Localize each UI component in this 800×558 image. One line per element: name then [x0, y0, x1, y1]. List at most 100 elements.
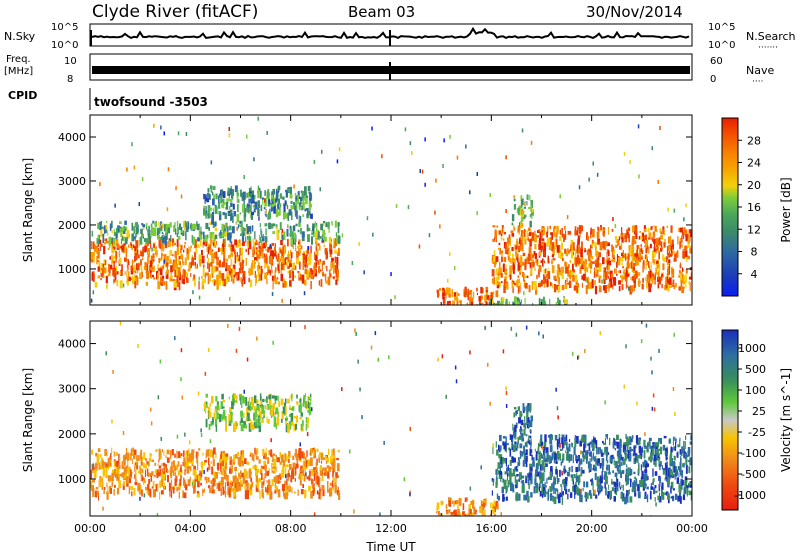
data-cell: [311, 232, 314, 235]
data-cell: [617, 257, 621, 264]
data-cell: [294, 192, 297, 197]
data-cell: [300, 197, 303, 201]
data-cell: [249, 454, 251, 457]
data-cell: [140, 250, 142, 257]
data-cell: [196, 263, 198, 269]
data-cell-sparse: [156, 513, 159, 516]
data-cell: [183, 450, 185, 457]
data-cell: [645, 247, 647, 254]
data-cell: [658, 251, 660, 260]
data-cell: [237, 255, 241, 262]
data-cell: [146, 270, 149, 279]
data-cell: [243, 271, 246, 277]
data-cell: [503, 232, 506, 235]
data-cell: [137, 482, 141, 492]
data-cell: [560, 448, 563, 451]
data-cell: [286, 261, 289, 266]
data-cell: [193, 223, 197, 230]
data-cell: [173, 225, 176, 232]
data-cell: [562, 257, 564, 262]
data-cell: [242, 191, 246, 200]
data-cell: [205, 272, 208, 276]
data-cell: [583, 455, 587, 460]
data-cell: [144, 262, 148, 268]
data-cell: [526, 455, 528, 462]
data-cell: [307, 185, 311, 192]
data-cell: [283, 460, 286, 467]
data-cell: [589, 248, 591, 254]
data-cell: [170, 489, 173, 498]
data-cell: [242, 266, 244, 271]
data-cell: [554, 488, 556, 494]
data-cell: [157, 264, 159, 273]
data-cell: [123, 462, 125, 465]
data-cell-sparse: [409, 492, 411, 497]
data-cell: [310, 492, 313, 499]
data-cell: [543, 248, 546, 253]
data-cell: [168, 255, 170, 264]
data-cell: [92, 274, 95, 282]
data-cell: [119, 270, 122, 276]
data-cell: [95, 462, 98, 466]
data-cell: [576, 244, 578, 252]
data-cell: [448, 300, 451, 305]
data-cell: [678, 274, 680, 278]
data-cell: [547, 271, 551, 280]
data-cell: [134, 462, 136, 465]
data-cell: [541, 460, 545, 466]
data-cell: [285, 398, 287, 404]
data-cell: [270, 407, 274, 416]
data-cell: [232, 393, 236, 402]
data-cell-sparse: [571, 351, 574, 356]
data-cell: [532, 457, 535, 462]
data-cell: [549, 456, 552, 463]
data-cell: [238, 268, 242, 274]
data-cell: [678, 485, 680, 493]
data-cell: [504, 471, 507, 475]
data-cell: [136, 455, 138, 462]
data-cell: [288, 483, 290, 490]
data-cell: [129, 474, 133, 479]
data-cell: [270, 195, 274, 199]
data-cell: [222, 486, 225, 495]
data-cell: [113, 279, 116, 283]
data-cell: [299, 261, 301, 270]
data-cell: [276, 277, 279, 280]
data-cell: [557, 489, 559, 496]
data-cell: [521, 216, 524, 222]
data-cell: [319, 260, 322, 265]
data-cell: [207, 477, 210, 483]
data-cell: [171, 449, 174, 456]
data-cell: [551, 242, 555, 250]
data-cell-sparse: [502, 349, 505, 354]
data-cell: [93, 254, 95, 263]
data-cell: [285, 190, 288, 198]
data-cell: [95, 487, 99, 490]
data-cell: [304, 259, 307, 268]
data-cell: [124, 466, 127, 472]
data-cell: [667, 279, 670, 285]
data-cell: [689, 441, 692, 445]
data-cell: [229, 456, 232, 461]
data-cell: [599, 475, 602, 485]
data-cell: [542, 493, 544, 498]
data-cell: [499, 267, 502, 276]
data-cell: [213, 236, 216, 241]
data-cell: [549, 486, 552, 493]
data-cell: [518, 435, 522, 440]
data-cell: [97, 260, 100, 263]
data-cell: [143, 452, 146, 460]
data-cell: [306, 224, 309, 232]
data-cell: [121, 472, 125, 478]
data-cell: [289, 225, 292, 230]
data-cell: [601, 458, 605, 467]
data-cell: [308, 475, 311, 481]
data-cell: [494, 513, 496, 516]
data-cell: [133, 244, 135, 249]
data-cell: [620, 454, 622, 460]
data-cell: [612, 284, 614, 290]
data-cell: [158, 448, 161, 458]
data-cell: [690, 495, 692, 501]
data-cell-sparse: [354, 328, 356, 333]
